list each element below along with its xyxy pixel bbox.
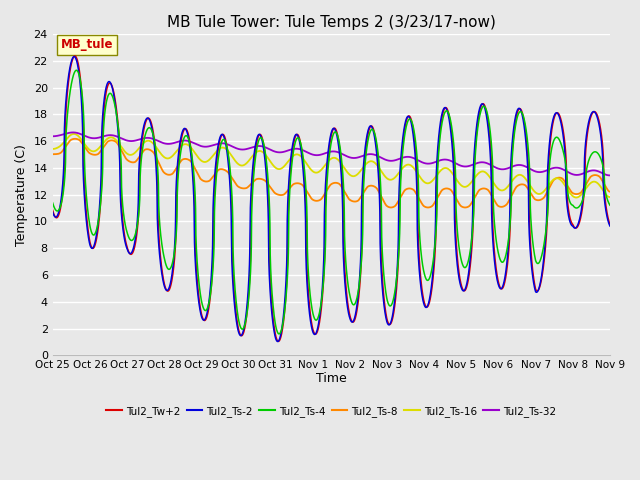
X-axis label: Time: Time <box>316 372 347 384</box>
Y-axis label: Temperature (C): Temperature (C) <box>15 144 28 246</box>
Legend: Tul2_Tw+2, Tul2_Ts-2, Tul2_Ts-4, Tul2_Ts-8, Tul2_Ts-16, Tul2_Ts-32: Tul2_Tw+2, Tul2_Ts-2, Tul2_Ts-4, Tul2_Ts… <box>102 402 561 421</box>
Text: MB_tule: MB_tule <box>61 38 113 51</box>
Title: MB Tule Tower: Tule Temps 2 (3/23/17-now): MB Tule Tower: Tule Temps 2 (3/23/17-now… <box>167 15 496 30</box>
